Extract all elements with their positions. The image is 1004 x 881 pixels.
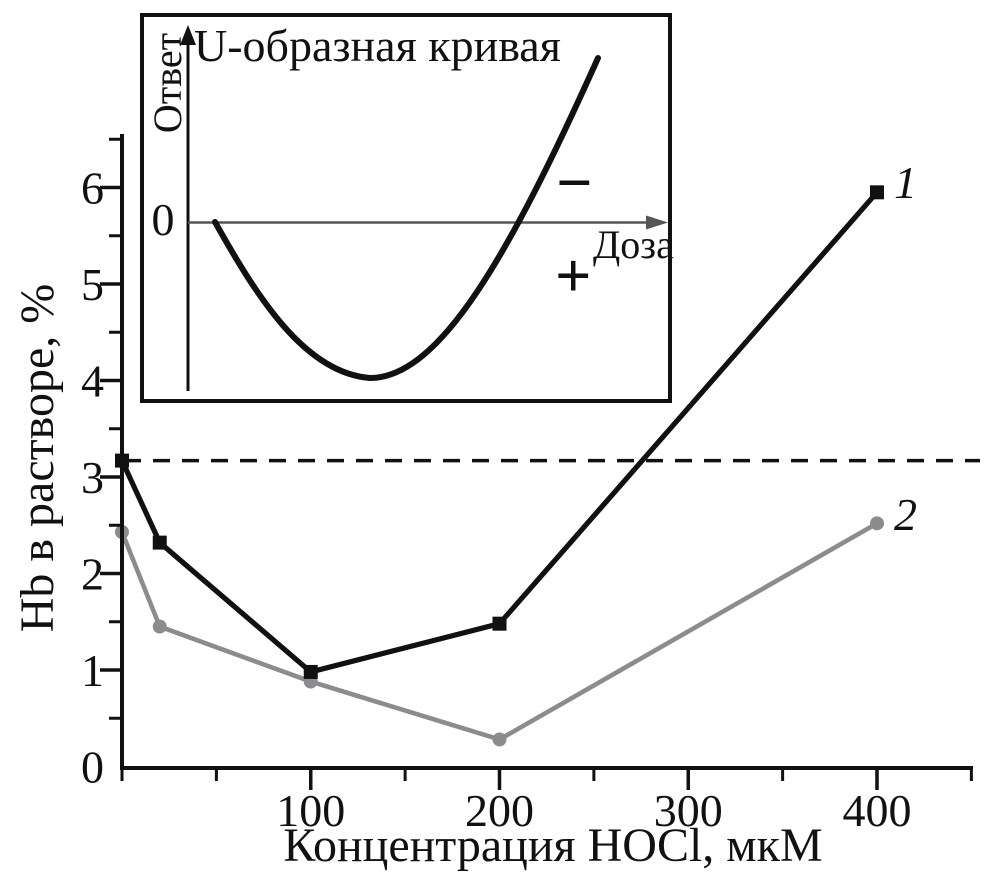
series-2-label: 2 [894, 489, 917, 540]
inset-title: U-образная кривая [194, 20, 561, 71]
y-axis-title: Hb в растворе, % [11, 283, 64, 633]
y-tick-label: 4 [81, 356, 104, 407]
x-tick-label: 300 [654, 785, 723, 836]
series-2-line [119, 521, 879, 742]
series-2-marker [870, 516, 884, 531]
series-1-marker [303, 664, 318, 679]
y-tick-label: 3 [81, 452, 104, 503]
y-tick-label: 1 [81, 645, 104, 696]
series-1-marker [152, 535, 167, 550]
y-tick-label: 5 [81, 259, 104, 310]
inset-dose-axis-arrowhead [646, 215, 668, 230]
u-shaped-curve [212, 55, 601, 382]
inset-chart [180, 25, 668, 391]
series-1-marker [492, 616, 507, 631]
inset-y-axis-label: Ответ [145, 32, 190, 134]
series-2-marker [492, 732, 507, 747]
y-tick-label: 2 [81, 549, 104, 600]
series-1-marker [870, 185, 884, 200]
inset-plus-region-label: + [555, 240, 592, 311]
x-tick-label: 100 [276, 785, 345, 836]
x-axis-title: Концентрация HOCl, мкМ [283, 819, 823, 872]
inset-panel: U-образная кривая Ответ 0 Доза − + [140, 13, 674, 403]
inset-response-axis-arrowhead [180, 25, 196, 45]
series-2-marker [152, 619, 167, 634]
inset-minus-region-label: − [556, 147, 593, 218]
y-tick-label: 6 [81, 163, 104, 214]
series-1-label: 1 [894, 157, 917, 208]
x-tick-label: 400 [843, 785, 912, 836]
inset-origin-label: 0 [151, 194, 175, 245]
x-tick-label: 200 [465, 785, 534, 836]
y-tick-label: 0 [81, 742, 104, 793]
inset-x-axis-label: Доза [593, 222, 674, 267]
